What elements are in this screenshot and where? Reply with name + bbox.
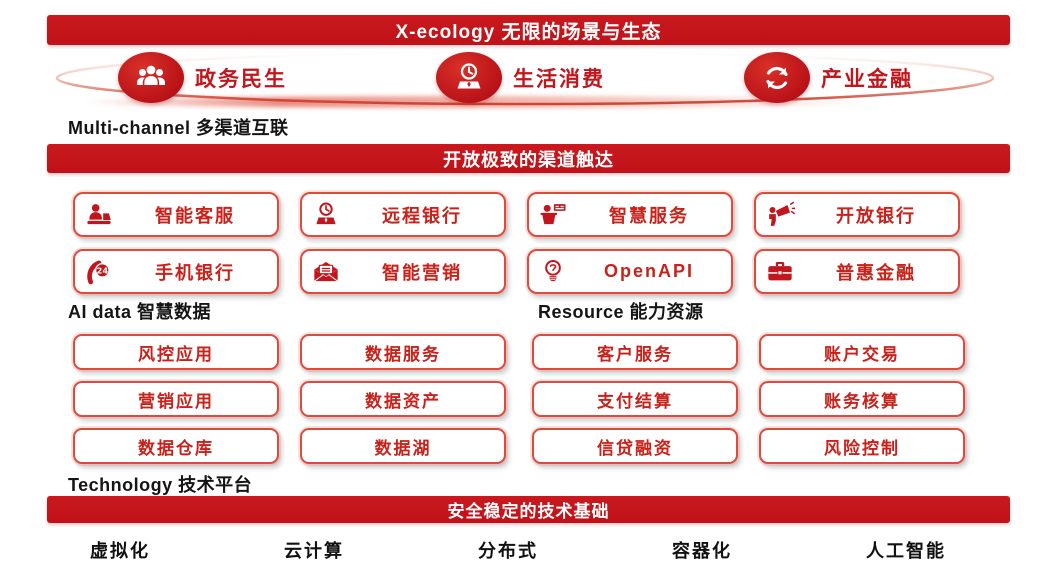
- svg-text:24: 24: [97, 265, 109, 275]
- button-label: 数据湖: [374, 438, 432, 458]
- tech-item-virtualization: 虚拟化: [90, 541, 150, 561]
- tech-item-ai: 人工智能: [866, 541, 946, 561]
- resource-button-grid: 客户服务 账户交易 支付结算 账务核算 信贷融资 风险控制: [532, 334, 965, 464]
- ai-data-button-data-asset[interactable]: 数据资产: [300, 381, 506, 417]
- circular-arrows-icon: [744, 52, 810, 103]
- ecosystem-item-label: 政务民生: [195, 67, 287, 91]
- lecture-board-icon: [529, 200, 577, 230]
- ai-data-button-data-service[interactable]: 数据服务: [300, 334, 506, 370]
- ai-data-button-data-lake[interactable]: 数据湖: [300, 428, 506, 464]
- channel-button-grid: 智能客服 远程银行 智慧服务: [73, 192, 960, 294]
- envelope-icon: [302, 257, 350, 287]
- resource-button-payment-settlement[interactable]: 支付结算: [532, 381, 738, 417]
- technology-item-row: 虚拟化 云计算 分布式 容器化 人工智能: [90, 537, 946, 563]
- ecosystem-item-label: 生活消费: [513, 67, 605, 91]
- users-icon: [118, 52, 184, 103]
- channel-button-inclusive-finance[interactable]: 普惠金融: [754, 249, 960, 294]
- ai-data-button-data-warehouse[interactable]: 数据仓库: [73, 428, 279, 464]
- channel-button-label: 智能营销: [382, 262, 462, 283]
- ecosystem-item-consumption: 生活消费: [436, 52, 605, 103]
- button-label: 风控应用: [138, 344, 214, 364]
- resource-button-customer-service[interactable]: 客户服务: [532, 334, 738, 370]
- channel-button-label: 普惠金融: [836, 262, 916, 283]
- channel-button-remote-bank[interactable]: 远程银行: [300, 192, 506, 237]
- ecosystem-item-label: 产业金融: [821, 67, 913, 91]
- technology-heading: Technology 技术平台: [68, 475, 253, 495]
- resource-button-accounting[interactable]: 账务核算: [759, 381, 965, 417]
- channel-button-label: 手机银行: [155, 262, 235, 283]
- ecosystem-item-finance: 产业金融: [744, 52, 913, 103]
- button-label: 数据服务: [365, 344, 441, 364]
- button-label: 信贷融资: [597, 438, 673, 458]
- channel-button-mobile-bank[interactable]: 24 手机银行: [73, 249, 279, 294]
- globe-clock-person-icon: [436, 52, 502, 103]
- multichannel-heading: Multi-channel 多渠道互联: [68, 118, 289, 138]
- megaphone-person-icon: [756, 200, 804, 230]
- channel-button-label: OpenAPI: [603, 261, 694, 281]
- service-agent-icon: [75, 200, 123, 230]
- ai-data-button-marketing-app[interactable]: 营销应用: [73, 381, 279, 417]
- resource-heading: Resource 能力资源: [538, 302, 704, 322]
- button-label: 账务核算: [824, 391, 900, 411]
- channel-button-label: 远程银行: [382, 205, 462, 226]
- button-label: 数据仓库: [138, 438, 214, 458]
- briefcase-icon: [756, 257, 804, 287]
- button-label: 风险控制: [824, 438, 900, 458]
- lightbulb-icon: [529, 257, 577, 287]
- channel-button-label: 智能客服: [155, 205, 235, 226]
- ai-data-button-grid: 风控应用 数据服务 营销应用 数据资产 数据仓库 数据湖: [73, 334, 506, 464]
- button-label: 账户交易: [824, 344, 900, 364]
- channel-banner: 开放极致的渠道触达: [47, 144, 1010, 173]
- resource-button-credit-financing[interactable]: 信贷融资: [532, 428, 738, 464]
- remote-bank-icon: [302, 200, 350, 230]
- button-label: 数据资产: [365, 391, 441, 411]
- resource-button-account-trade[interactable]: 账户交易: [759, 334, 965, 370]
- button-label: 客户服务: [597, 344, 673, 364]
- tech-item-cloud-computing: 云计算: [284, 541, 344, 561]
- ai-data-heading: AI data 智慧数据: [68, 302, 212, 322]
- ecology-banner: X-ecology 无限的场景与生态: [47, 15, 1010, 45]
- channel-button-smart-marketing[interactable]: 智能营销: [300, 249, 506, 294]
- ecosystem-item-government: 政务民生: [118, 52, 287, 103]
- phone-24h-icon: 24: [75, 257, 123, 287]
- button-label: 营销应用: [138, 391, 214, 411]
- tech-item-containerization: 容器化: [672, 541, 732, 561]
- technology-banner: 安全稳定的技术基础: [47, 496, 1010, 523]
- resource-button-risk-control[interactable]: 风险控制: [759, 428, 965, 464]
- channel-button-openapi[interactable]: OpenAPI: [527, 249, 733, 294]
- tech-item-distributed: 分布式: [478, 541, 538, 561]
- ai-data-button-risk-app[interactable]: 风控应用: [73, 334, 279, 370]
- button-label: 支付结算: [597, 391, 673, 411]
- channel-button-label: 开放银行: [836, 205, 916, 226]
- channel-button-smart-service-desk[interactable]: 智能客服: [73, 192, 279, 237]
- channel-button-label: 智慧服务: [609, 205, 689, 226]
- channel-button-open-bank[interactable]: 开放银行: [754, 192, 960, 237]
- ecosystem-swoosh-ellipse: [55, 50, 995, 108]
- channel-button-smart-service[interactable]: 智慧服务: [527, 192, 733, 237]
